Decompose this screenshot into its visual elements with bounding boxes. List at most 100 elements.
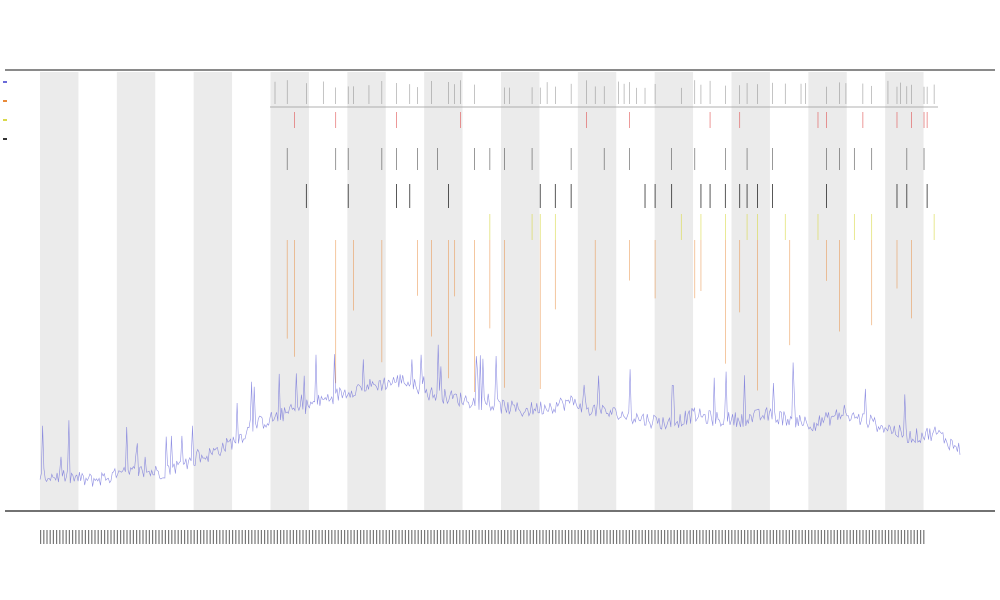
x-tick-label: [40, 530, 42, 544]
x-tick-label: [62, 530, 64, 544]
x-tick-label: [843, 530, 845, 544]
x-tick-label: [763, 530, 765, 544]
shaded-band: [654, 72, 694, 510]
legend: [3, 81, 7, 140]
x-tick-label: [897, 530, 899, 544]
x-tick-label: [712, 530, 714, 544]
x-tick-label: [657, 530, 659, 544]
x-tick-label: [280, 530, 282, 544]
x-tick-label: [356, 530, 358, 544]
x-tick-label: [344, 530, 346, 544]
x-tick-label: [276, 530, 278, 544]
x-tick-label: [776, 530, 778, 544]
x-tick-label: [872, 530, 874, 544]
x-tick-label: [865, 530, 867, 544]
x-tick-label: [612, 530, 614, 544]
x-tick-label: [283, 530, 285, 544]
x-tick-label: [222, 530, 224, 544]
x-tick-label: [59, 530, 61, 544]
x-tick-label: [648, 530, 650, 544]
x-tick-label: [584, 530, 586, 544]
x-tick-label: [494, 530, 496, 544]
x-tick-label: [216, 530, 218, 544]
x-tick-label: [337, 530, 339, 544]
x-tick-label: [225, 530, 227, 544]
x-tick-label: [152, 530, 154, 544]
x-tick-label: [196, 530, 198, 544]
x-tick-label: [814, 530, 816, 544]
x-tick-label: [488, 530, 490, 544]
shaded-band: [116, 72, 156, 510]
x-tick-label: [388, 530, 390, 544]
x-tick-label: [187, 530, 189, 544]
x-tick-label: [363, 530, 365, 544]
x-tick-label: [491, 530, 493, 544]
x-tick-label: [734, 530, 736, 544]
x-tick-label: [360, 530, 362, 544]
x-tick-label: [168, 530, 170, 544]
x-tick-label: [481, 530, 483, 544]
x-tick-label: [904, 530, 906, 544]
x-tick-label: [654, 530, 656, 544]
x-tick-label: [142, 530, 144, 544]
x-tick-label: [97, 530, 99, 544]
x-tick-label: [417, 530, 419, 544]
x-tick-label: [120, 530, 122, 544]
x-tick-label: [267, 530, 269, 544]
x-tick-label: [164, 530, 166, 544]
x-tick-label: [808, 530, 810, 544]
x-tick-label: [680, 530, 682, 544]
x-tick-label: [737, 530, 739, 544]
x-tick-label: [625, 530, 627, 544]
x-tick-label: [683, 530, 685, 544]
x-tick-label: [212, 530, 214, 544]
x-tick-label: [779, 530, 781, 544]
x-tick-label: [715, 530, 717, 544]
x-tick-label: [571, 530, 573, 544]
x-tick-label: [574, 530, 576, 544]
x-tick-label: [158, 530, 160, 544]
x-tick-label: [328, 530, 330, 544]
x-tick-label: [497, 530, 499, 544]
x-tick-label: [88, 530, 90, 544]
shaded-band: [270, 72, 309, 510]
x-tick-label: [248, 530, 250, 544]
x-tick-label: [244, 530, 246, 544]
x-tick-label: [590, 530, 592, 544]
x-tick-label: [804, 530, 806, 544]
x-tick-label: [660, 530, 662, 544]
x-tick-label: [459, 530, 461, 544]
x-tick-label: [46, 530, 48, 544]
x-tick-label: [286, 530, 288, 544]
x-tick-label: [321, 530, 323, 544]
x-tick-label: [350, 530, 352, 544]
x-tick-label: [529, 530, 531, 544]
x-tick-label: [289, 530, 291, 544]
x-tick-label: [68, 530, 70, 544]
x-tick-label: [411, 530, 413, 544]
x-tick-label: [673, 530, 675, 544]
x-tick-label: [580, 530, 582, 544]
x-tick-label: [689, 530, 691, 544]
x-tick-label: [136, 530, 138, 544]
x-tick-label: [523, 530, 525, 544]
shaded-band: [577, 72, 617, 510]
x-tick-label: [728, 530, 730, 544]
x-tick-label: [616, 530, 618, 544]
x-tick-label: [395, 530, 397, 544]
x-tick-label: [686, 530, 688, 544]
x-tick-label: [203, 530, 205, 544]
x-tick-label: [116, 530, 118, 544]
x-tick-label: [651, 530, 653, 544]
x-tick-label: [856, 530, 858, 544]
x-tick-label: [232, 530, 234, 544]
x-tick-label: [65, 530, 67, 544]
x-tick-label: [414, 530, 416, 544]
x-tick-label: [849, 530, 851, 544]
x-tick-label: [331, 530, 333, 544]
x-tick-label: [209, 530, 211, 544]
x-tick-label: [766, 530, 768, 544]
x-tick-label: [756, 530, 758, 544]
x-tick-label: [308, 530, 310, 544]
